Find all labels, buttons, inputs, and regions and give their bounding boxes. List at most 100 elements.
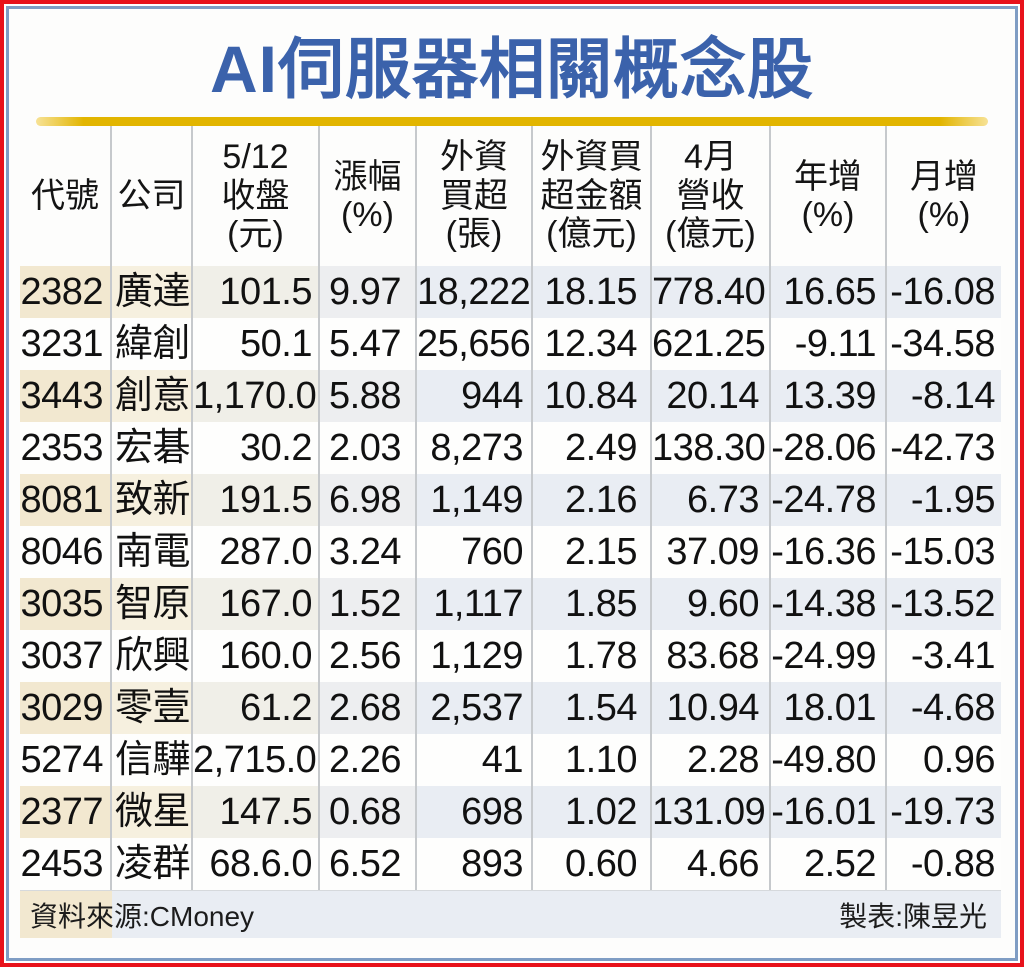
stock-code: 3037 bbox=[20, 630, 112, 682]
table-row: 2353 宏碁 30.2 2.03 8,273 2.49 138.30 -28.06 -42.7… bbox=[20, 422, 1001, 474]
foreign-net-buy: 1,149 bbox=[417, 474, 533, 526]
yoy-growth: 13.39 bbox=[771, 370, 887, 422]
yoy-growth: -28.06 bbox=[771, 422, 887, 474]
company-name: 創意 bbox=[112, 370, 193, 422]
stock-code: 5274 bbox=[20, 734, 112, 786]
april-revenue: 20.14 bbox=[652, 370, 771, 422]
company-name: 信驊 bbox=[112, 734, 193, 786]
foreign-net-buy: 760 bbox=[417, 526, 533, 578]
stock-code: 3443 bbox=[20, 370, 112, 422]
mom-growth: -0.88 bbox=[887, 838, 1001, 890]
company-name: 廣達 bbox=[112, 266, 193, 318]
change-percent: 2.68 bbox=[320, 682, 417, 734]
foreign-net-buy-amount: 1.10 bbox=[533, 734, 652, 786]
table-footer: 資料來源:CMoney 製表:陳昱光 bbox=[20, 890, 1001, 938]
company-name: 零壹 bbox=[112, 682, 193, 734]
credit-label: 製表:陳昱光 bbox=[839, 900, 987, 932]
stock-code: 3035 bbox=[20, 578, 112, 630]
yoy-growth: -24.99 bbox=[771, 630, 887, 682]
change-percent: 3.24 bbox=[320, 526, 417, 578]
foreign-net-buy: 2,537 bbox=[417, 682, 533, 734]
table-row: 5274 信驊 2,715.0 2.26 41 1.10 2.28 -49.80 0.96 bbox=[20, 734, 1001, 786]
table-row: 3037 欣興 160.0 2.56 1,129 1.78 83.68 -24.99 -3.41 bbox=[20, 630, 1001, 682]
yoy-growth: -16.01 bbox=[771, 786, 887, 838]
yoy-growth: -49.80 bbox=[771, 734, 887, 786]
change-percent: 0.68 bbox=[320, 786, 417, 838]
foreign-net-buy: 25,656 bbox=[417, 318, 533, 370]
stock-code: 8046 bbox=[20, 526, 112, 578]
column-header-closing-price: 5/12 收盤 (元) bbox=[193, 126, 320, 266]
mom-growth: 0.96 bbox=[887, 734, 1001, 786]
table-header-row: 代號 公司 5/12 收盤 (元) 漲幅 (%) 外資 買超 (張) 外資買 超… bbox=[20, 126, 1001, 266]
change-percent: 2.03 bbox=[320, 422, 417, 474]
change-percent: 6.52 bbox=[320, 838, 417, 890]
title-gold-divider bbox=[36, 117, 988, 126]
foreign-net-buy: 18,222 bbox=[417, 266, 533, 318]
foreign-net-buy: 1,129 bbox=[417, 630, 533, 682]
company-name: 致新 bbox=[112, 474, 193, 526]
foreign-net-buy-amount: 12.34 bbox=[533, 318, 652, 370]
mom-growth: -1.95 bbox=[887, 474, 1001, 526]
stock-code: 3029 bbox=[20, 682, 112, 734]
table-row: 3029 零壹 61.2 2.68 2,537 1.54 10.94 18.01 -4.68 bbox=[20, 682, 1001, 734]
company-name: 南電 bbox=[112, 526, 193, 578]
foreign-net-buy-amount: 1.78 bbox=[533, 630, 652, 682]
april-revenue: 2.28 bbox=[652, 734, 771, 786]
table-row: 3443 創意 1,170.0 5.88 944 10.84 20.14 13.39 -8.14 bbox=[20, 370, 1001, 422]
table-row: 2382 廣達 101.5 9.97 18,222 18.15 778.40 16.65 -16… bbox=[20, 266, 1001, 318]
column-header-foreign-net-buy-amount: 外資買 超金額 (億元) bbox=[533, 126, 652, 266]
yoy-growth: 16.65 bbox=[771, 266, 887, 318]
company-name: 智原 bbox=[112, 578, 193, 630]
stock-table: 代號 公司 5/12 收盤 (元) 漲幅 (%) 外資 買超 (張) 外資買 超… bbox=[20, 126, 1001, 938]
closing-price: 147.5 bbox=[193, 786, 320, 838]
mom-growth: -4.68 bbox=[887, 682, 1001, 734]
foreign-net-buy: 8,273 bbox=[417, 422, 533, 474]
foreign-net-buy: 1,117 bbox=[417, 578, 533, 630]
closing-price: 101.5 bbox=[193, 266, 320, 318]
page-title: AI伺服器相關概念股 bbox=[210, 32, 814, 106]
april-revenue: 621.25 bbox=[652, 318, 771, 370]
mom-growth: -34.58 bbox=[887, 318, 1001, 370]
change-percent: 5.88 bbox=[320, 370, 417, 422]
company-name: 微星 bbox=[112, 786, 193, 838]
column-header-mom-growth: 月增 (%) bbox=[910, 157, 978, 234]
mom-growth: -8.14 bbox=[887, 370, 1001, 422]
stock-code: 8081 bbox=[20, 474, 112, 526]
april-revenue: 131.09 bbox=[652, 786, 771, 838]
closing-price: 68.6.0 bbox=[193, 838, 320, 890]
company-name: 緯創 bbox=[112, 318, 193, 370]
change-percent: 9.97 bbox=[320, 266, 417, 318]
column-header-yoy-growth: 年增 (%) bbox=[771, 126, 887, 266]
foreign-net-buy: 893 bbox=[417, 838, 533, 890]
april-revenue: 4.66 bbox=[652, 838, 771, 890]
closing-price: 167.0 bbox=[193, 578, 320, 630]
closing-price: 160.0 bbox=[193, 630, 320, 682]
table-row: 3035 智原 167.0 1.52 1,117 1.85 9.60 -14.38 -13.52 bbox=[20, 578, 1001, 630]
closing-price: 30.2 bbox=[193, 422, 320, 474]
april-revenue: 9.60 bbox=[652, 578, 771, 630]
foreign-net-buy-amount: 1.85 bbox=[533, 578, 652, 630]
foreign-net-buy-amount: 18.15 bbox=[533, 266, 652, 318]
foreign-net-buy-amount: 1.02 bbox=[533, 786, 652, 838]
frame-inner: AI伺服器相關概念股 代號 公司 5/12 收盤 (元) 漲幅 (%) 外資 買… bbox=[6, 6, 1018, 961]
company-name: 凌群 bbox=[112, 838, 193, 890]
table-body: 2382 廣達 101.5 9.97 18,222 18.15 778.40 16.65 -16… bbox=[20, 266, 1001, 890]
table-row: 8081 致新 191.5 6.98 1,149 2.16 6.73 -24.78 -1.95 bbox=[20, 474, 1001, 526]
foreign-net-buy-amount: 10.84 bbox=[533, 370, 652, 422]
column-header-foreign-net-buy: 外資 買超 (張) bbox=[417, 126, 533, 266]
stock-code: 2453 bbox=[20, 838, 112, 890]
mom-growth: -15.03 bbox=[887, 526, 1001, 578]
yoy-growth: -16.36 bbox=[771, 526, 887, 578]
closing-price: 191.5 bbox=[193, 474, 320, 526]
change-percent: 6.98 bbox=[320, 474, 417, 526]
yoy-growth: 18.01 bbox=[771, 682, 887, 734]
foreign-net-buy: 944 bbox=[417, 370, 533, 422]
yoy-growth: -9.11 bbox=[771, 318, 887, 370]
closing-price: 2,715.0 bbox=[193, 734, 320, 786]
foreign-net-buy: 41 bbox=[417, 734, 533, 786]
change-percent: 1.52 bbox=[320, 578, 417, 630]
foreign-net-buy-amount: 2.15 bbox=[533, 526, 652, 578]
mom-growth: -19.73 bbox=[887, 786, 1001, 838]
company-name: 欣興 bbox=[112, 630, 193, 682]
